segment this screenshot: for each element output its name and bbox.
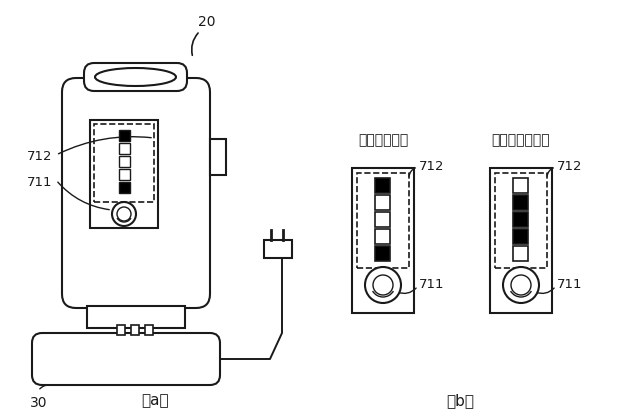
Text: （b）: （b） [446, 392, 474, 407]
Bar [94, 125, 154, 202]
FancyBboxPatch shape [84, 64, 187, 92]
Text: 20: 20 [198, 15, 216, 29]
Bar [117, 325, 125, 335]
Circle shape [365, 267, 401, 303]
Text: 余地充電モード: 余地充電モード [492, 133, 550, 147]
Bar [376, 195, 390, 211]
FancyBboxPatch shape [32, 333, 220, 385]
Bar [118, 157, 129, 168]
Circle shape [117, 207, 131, 221]
Bar [145, 325, 153, 335]
Bar [376, 230, 390, 244]
Bar [513, 195, 529, 211]
Bar [264, 240, 292, 259]
Text: 711: 711 [557, 278, 582, 291]
Bar [90, 121, 158, 228]
Bar [357, 173, 409, 268]
Text: 712: 712 [419, 159, 445, 172]
Bar [513, 247, 529, 261]
Bar [131, 325, 139, 335]
Bar [87, 306, 185, 328]
Circle shape [373, 275, 393, 295]
Ellipse shape [95, 69, 176, 87]
Bar [513, 212, 529, 228]
Bar [118, 144, 129, 154]
Circle shape [503, 267, 539, 303]
Text: 満充電モード: 満充電モード [358, 133, 408, 147]
Circle shape [112, 202, 136, 226]
Bar [352, 169, 414, 313]
Bar [118, 183, 129, 194]
Bar [118, 131, 129, 142]
Text: 711: 711 [26, 175, 52, 188]
Bar [513, 230, 529, 244]
Bar [490, 169, 552, 313]
Text: 30: 30 [30, 395, 47, 409]
Text: 712: 712 [557, 159, 582, 172]
Bar [376, 247, 390, 261]
Circle shape [511, 275, 531, 295]
Bar [513, 178, 529, 194]
FancyBboxPatch shape [62, 79, 210, 308]
Bar [210, 140, 226, 176]
Bar [118, 170, 129, 180]
Text: （a）: （a） [141, 392, 169, 407]
Text: 711: 711 [419, 278, 445, 291]
Text: 712: 712 [26, 149, 52, 162]
Bar [376, 212, 390, 228]
Bar [376, 178, 390, 194]
Bar [495, 173, 547, 268]
